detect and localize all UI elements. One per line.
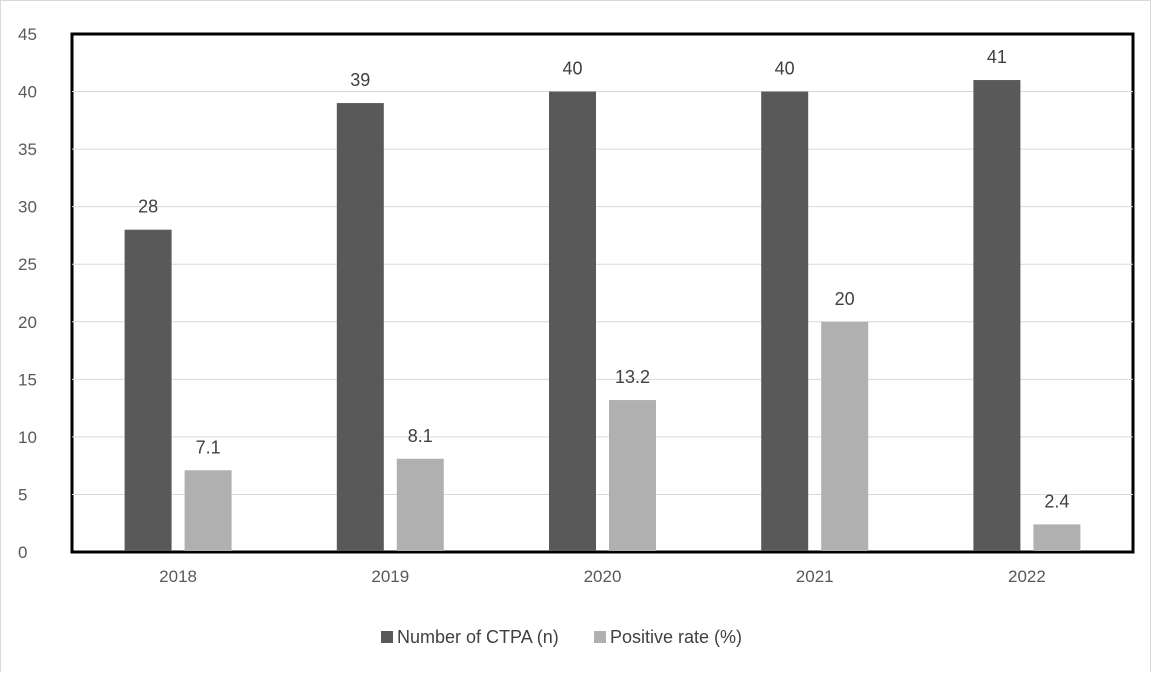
data-label: 39	[350, 70, 370, 90]
legend-swatch	[594, 631, 606, 643]
y-tick-label: 30	[18, 198, 37, 217]
data-label: 2.4	[1044, 491, 1069, 511]
bars	[124, 80, 1081, 553]
y-tick-label: 0	[18, 543, 27, 562]
data-label: 7.1	[196, 437, 221, 457]
bar-positive-rate	[821, 321, 869, 552]
bar-ctpa-count	[761, 91, 809, 553]
bar-ctpa-count	[336, 103, 384, 553]
legend-label: Number of CTPA (n)	[397, 627, 559, 647]
legend-swatch	[381, 631, 393, 643]
y-tick-label: 20	[18, 313, 37, 332]
data-labels: 28 7.1 39 8.1 40 13.2 40 20 41 2.4	[138, 47, 1069, 511]
x-tick-label: 2019	[371, 567, 409, 586]
data-label: 41	[987, 47, 1007, 67]
x-tick-label: 2022	[1008, 567, 1046, 586]
y-tick-label: 5	[18, 485, 27, 504]
y-tick-label: 25	[18, 255, 37, 274]
y-tick-label: 10	[18, 428, 37, 447]
x-axis-tick-labels: 2018 2019 2020 2021 2022	[159, 567, 1046, 586]
bar-ctpa-count	[124, 229, 172, 552]
bar-positive-rate	[1033, 524, 1081, 552]
data-label: 20	[835, 289, 855, 309]
x-tick-label: 2021	[796, 567, 834, 586]
gridlines	[72, 91, 1133, 495]
bar-positive-rate	[609, 400, 656, 552]
data-label: 28	[138, 197, 158, 217]
x-tick-label: 2018	[159, 567, 197, 586]
data-label: 8.1	[408, 426, 433, 446]
y-tick-label: 40	[18, 83, 37, 102]
y-axis-tick-labels: 0 5 10 15 20 25 30 35 40 45	[18, 25, 37, 562]
legend-label: Positive rate (%)	[610, 627, 742, 647]
data-label: 40	[562, 59, 582, 79]
y-tick-label: 45	[18, 25, 37, 44]
x-tick-label: 2020	[584, 567, 622, 586]
legend: Number of CTPA (n) Positive rate (%)	[381, 627, 742, 647]
bar-ctpa-count	[973, 80, 1021, 553]
y-tick-label: 35	[18, 140, 37, 159]
bar-positive-rate	[184, 470, 232, 552]
y-tick-label: 15	[18, 370, 37, 389]
data-label: 13.2	[615, 367, 650, 387]
data-label: 40	[775, 59, 795, 79]
bar-positive-rate	[396, 458, 444, 552]
bar-ctpa-count	[549, 91, 596, 553]
